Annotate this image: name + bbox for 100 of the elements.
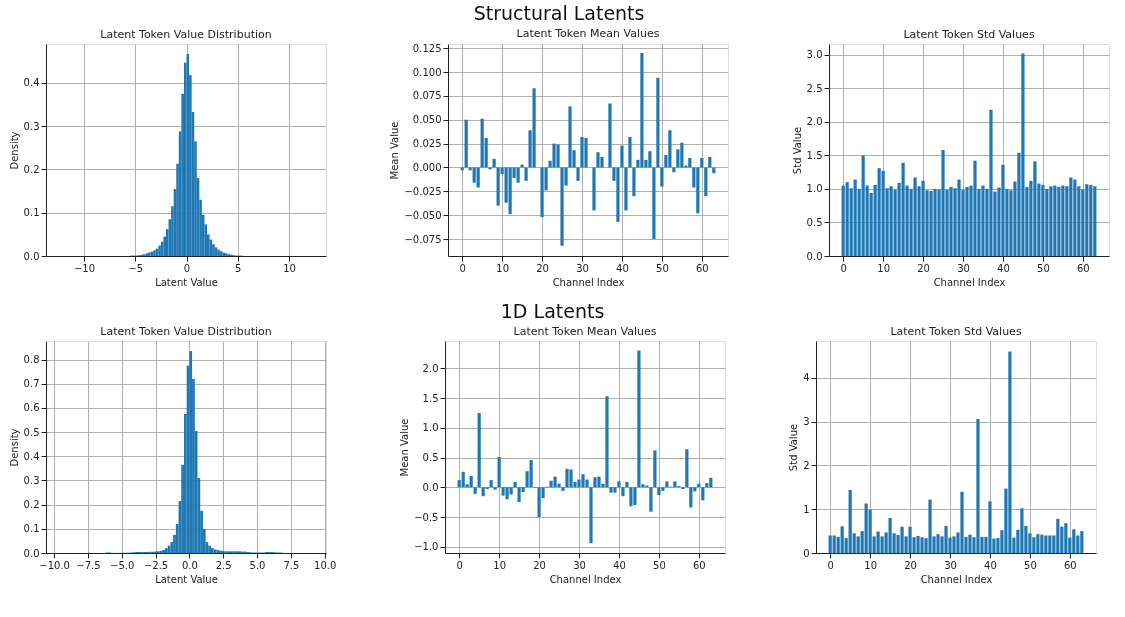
x-tick-label: 60: [1076, 262, 1090, 274]
x-tick-label: 0: [183, 262, 191, 274]
x-axis-title: Channel Index: [920, 573, 993, 585]
x-tick-label: 50: [653, 559, 666, 571]
y-tick-label: 0.4: [23, 450, 40, 462]
x-axis-title: Latent Value: [155, 573, 218, 585]
y-tick-label: 0.1: [23, 523, 40, 535]
x-tick-label: −5.0: [110, 559, 135, 571]
x-tick-label: 10.0: [314, 559, 337, 571]
y-tick-label: 1.5: [422, 392, 439, 404]
y-tick-label: 4: [803, 372, 810, 384]
x-tick-label: 30: [573, 559, 586, 571]
y-tick-label: 0.050: [412, 114, 442, 126]
y-tick-label: 1.5: [806, 149, 823, 161]
y-tick-label: −0.025: [404, 185, 442, 197]
x-axis-title: Channel Index: [549, 573, 622, 585]
y-tick-label: 0.125: [412, 42, 442, 54]
x-tick-label: 5: [235, 262, 242, 274]
y-tick-label: 0.7: [23, 378, 40, 390]
y-tick-label: 3.0: [806, 49, 823, 61]
y-axis-title: Density: [8, 428, 20, 467]
y-tick-label: 0.0: [806, 250, 823, 262]
x-tick-label: 10: [877, 262, 890, 274]
x-tick-label: 30: [576, 262, 589, 274]
y-tick-label: 0.6: [23, 402, 40, 414]
text: 1D Latents: [500, 299, 605, 322]
y-tick-label: 0.1: [23, 207, 40, 219]
x-axis-title: Channel Index: [552, 276, 625, 288]
x-tick-label: −2.5: [143, 559, 169, 571]
x-tick-label: 40: [984, 559, 997, 571]
y-tick-label: −0.050: [404, 209, 442, 221]
y-tick-label: −0.5: [414, 511, 439, 523]
y-tick-label: −1.0: [414, 541, 439, 553]
x-tick-label: 7.5: [283, 559, 300, 571]
y-tick-label: 0.3: [23, 120, 40, 132]
x-tick-label: 20: [533, 559, 546, 571]
x-tick-label: 20: [536, 262, 549, 274]
x-tick-label: 30: [944, 559, 957, 571]
x-tick-label: 10: [283, 262, 296, 274]
y-tick-label: 0.075: [412, 90, 442, 102]
x-tick-label: 10: [496, 262, 509, 274]
x-tick-label: 10: [493, 559, 506, 571]
y-tick-label: 1.0: [422, 422, 439, 434]
x-tick-label: 0: [459, 262, 466, 274]
x-tick-label: −5: [128, 262, 144, 274]
y-tick-label: −0.075: [404, 233, 442, 245]
x-tick-label: 30: [957, 262, 970, 274]
y-axis-title: Density: [8, 131, 20, 170]
y-tick-label: 2.5: [806, 82, 823, 94]
x-tick-label: 60: [695, 262, 709, 274]
y-tick-label: 0.5: [23, 426, 40, 438]
x-tick-label: 20: [917, 262, 930, 274]
x-tick-label: −7.5: [76, 559, 101, 571]
x-tick-label: 50: [1037, 262, 1050, 274]
y-tick-label: 0.5: [422, 452, 439, 464]
y-tick-label: 0.000: [412, 161, 442, 173]
y-tick-label: 0.8: [23, 354, 40, 366]
x-tick-label: −10: [73, 262, 95, 274]
y-tick-label: 0: [803, 547, 810, 559]
y-tick-label: 2: [803, 459, 810, 471]
chart-title: Latent Token Value Distribution: [100, 28, 272, 41]
y-axis-title: Std Value: [791, 126, 803, 175]
chart-title: Latent Token Std Values: [890, 325, 1022, 338]
text: Structural Latents: [473, 1, 645, 24]
y-axis-title: Std Value: [788, 423, 800, 472]
y-axis-title: Mean Value: [399, 418, 411, 477]
chart-title: Latent Token Mean Values: [513, 325, 657, 338]
x-tick-label: 10: [864, 559, 877, 571]
x-tick-label: 2.5: [215, 559, 232, 571]
x-tick-label: 40: [997, 262, 1010, 274]
x-tick-label: 50: [1024, 559, 1037, 571]
y-tick-label: 2.0: [806, 116, 823, 128]
chart-title: Latent Token Mean Values: [516, 27, 660, 41]
x-tick-label: 60: [1063, 559, 1077, 571]
x-tick-label: 0.0: [181, 559, 198, 571]
x-tick-label: 40: [613, 559, 626, 571]
y-tick-label: 0.2: [23, 499, 40, 511]
y-axis-title: Mean Value: [389, 121, 401, 180]
x-tick-label: 0: [840, 262, 847, 274]
y-tick-label: 0.100: [412, 66, 442, 78]
y-tick-label: 1: [803, 503, 810, 515]
x-tick-label: 40: [616, 262, 629, 274]
y-tick-label: 2.0: [422, 362, 439, 374]
chart-title: Latent Token Std Values: [903, 28, 1035, 41]
x-tick-label: 0: [456, 559, 463, 571]
y-tick-label: 0.4: [23, 77, 40, 89]
x-tick-label: 50: [656, 262, 669, 274]
x-tick-label: −10.0: [39, 559, 70, 571]
y-tick-label: 0.3: [23, 474, 40, 486]
y-tick-label: 0.2: [23, 163, 40, 175]
x-tick-label: 5.0: [249, 559, 266, 571]
y-tick-label: 1.0: [806, 183, 823, 195]
y-tick-label: 0.5: [806, 216, 823, 228]
x-tick-label: 20: [904, 559, 917, 571]
x-axis-title: Latent Value: [155, 276, 218, 288]
y-tick-label: 0.0: [23, 250, 40, 262]
x-tick-label: 60: [692, 559, 706, 571]
x-axis-title: Channel Index: [933, 276, 1006, 288]
x-tick-label: 0: [827, 559, 834, 571]
y-tick-label: 3: [803, 416, 810, 428]
